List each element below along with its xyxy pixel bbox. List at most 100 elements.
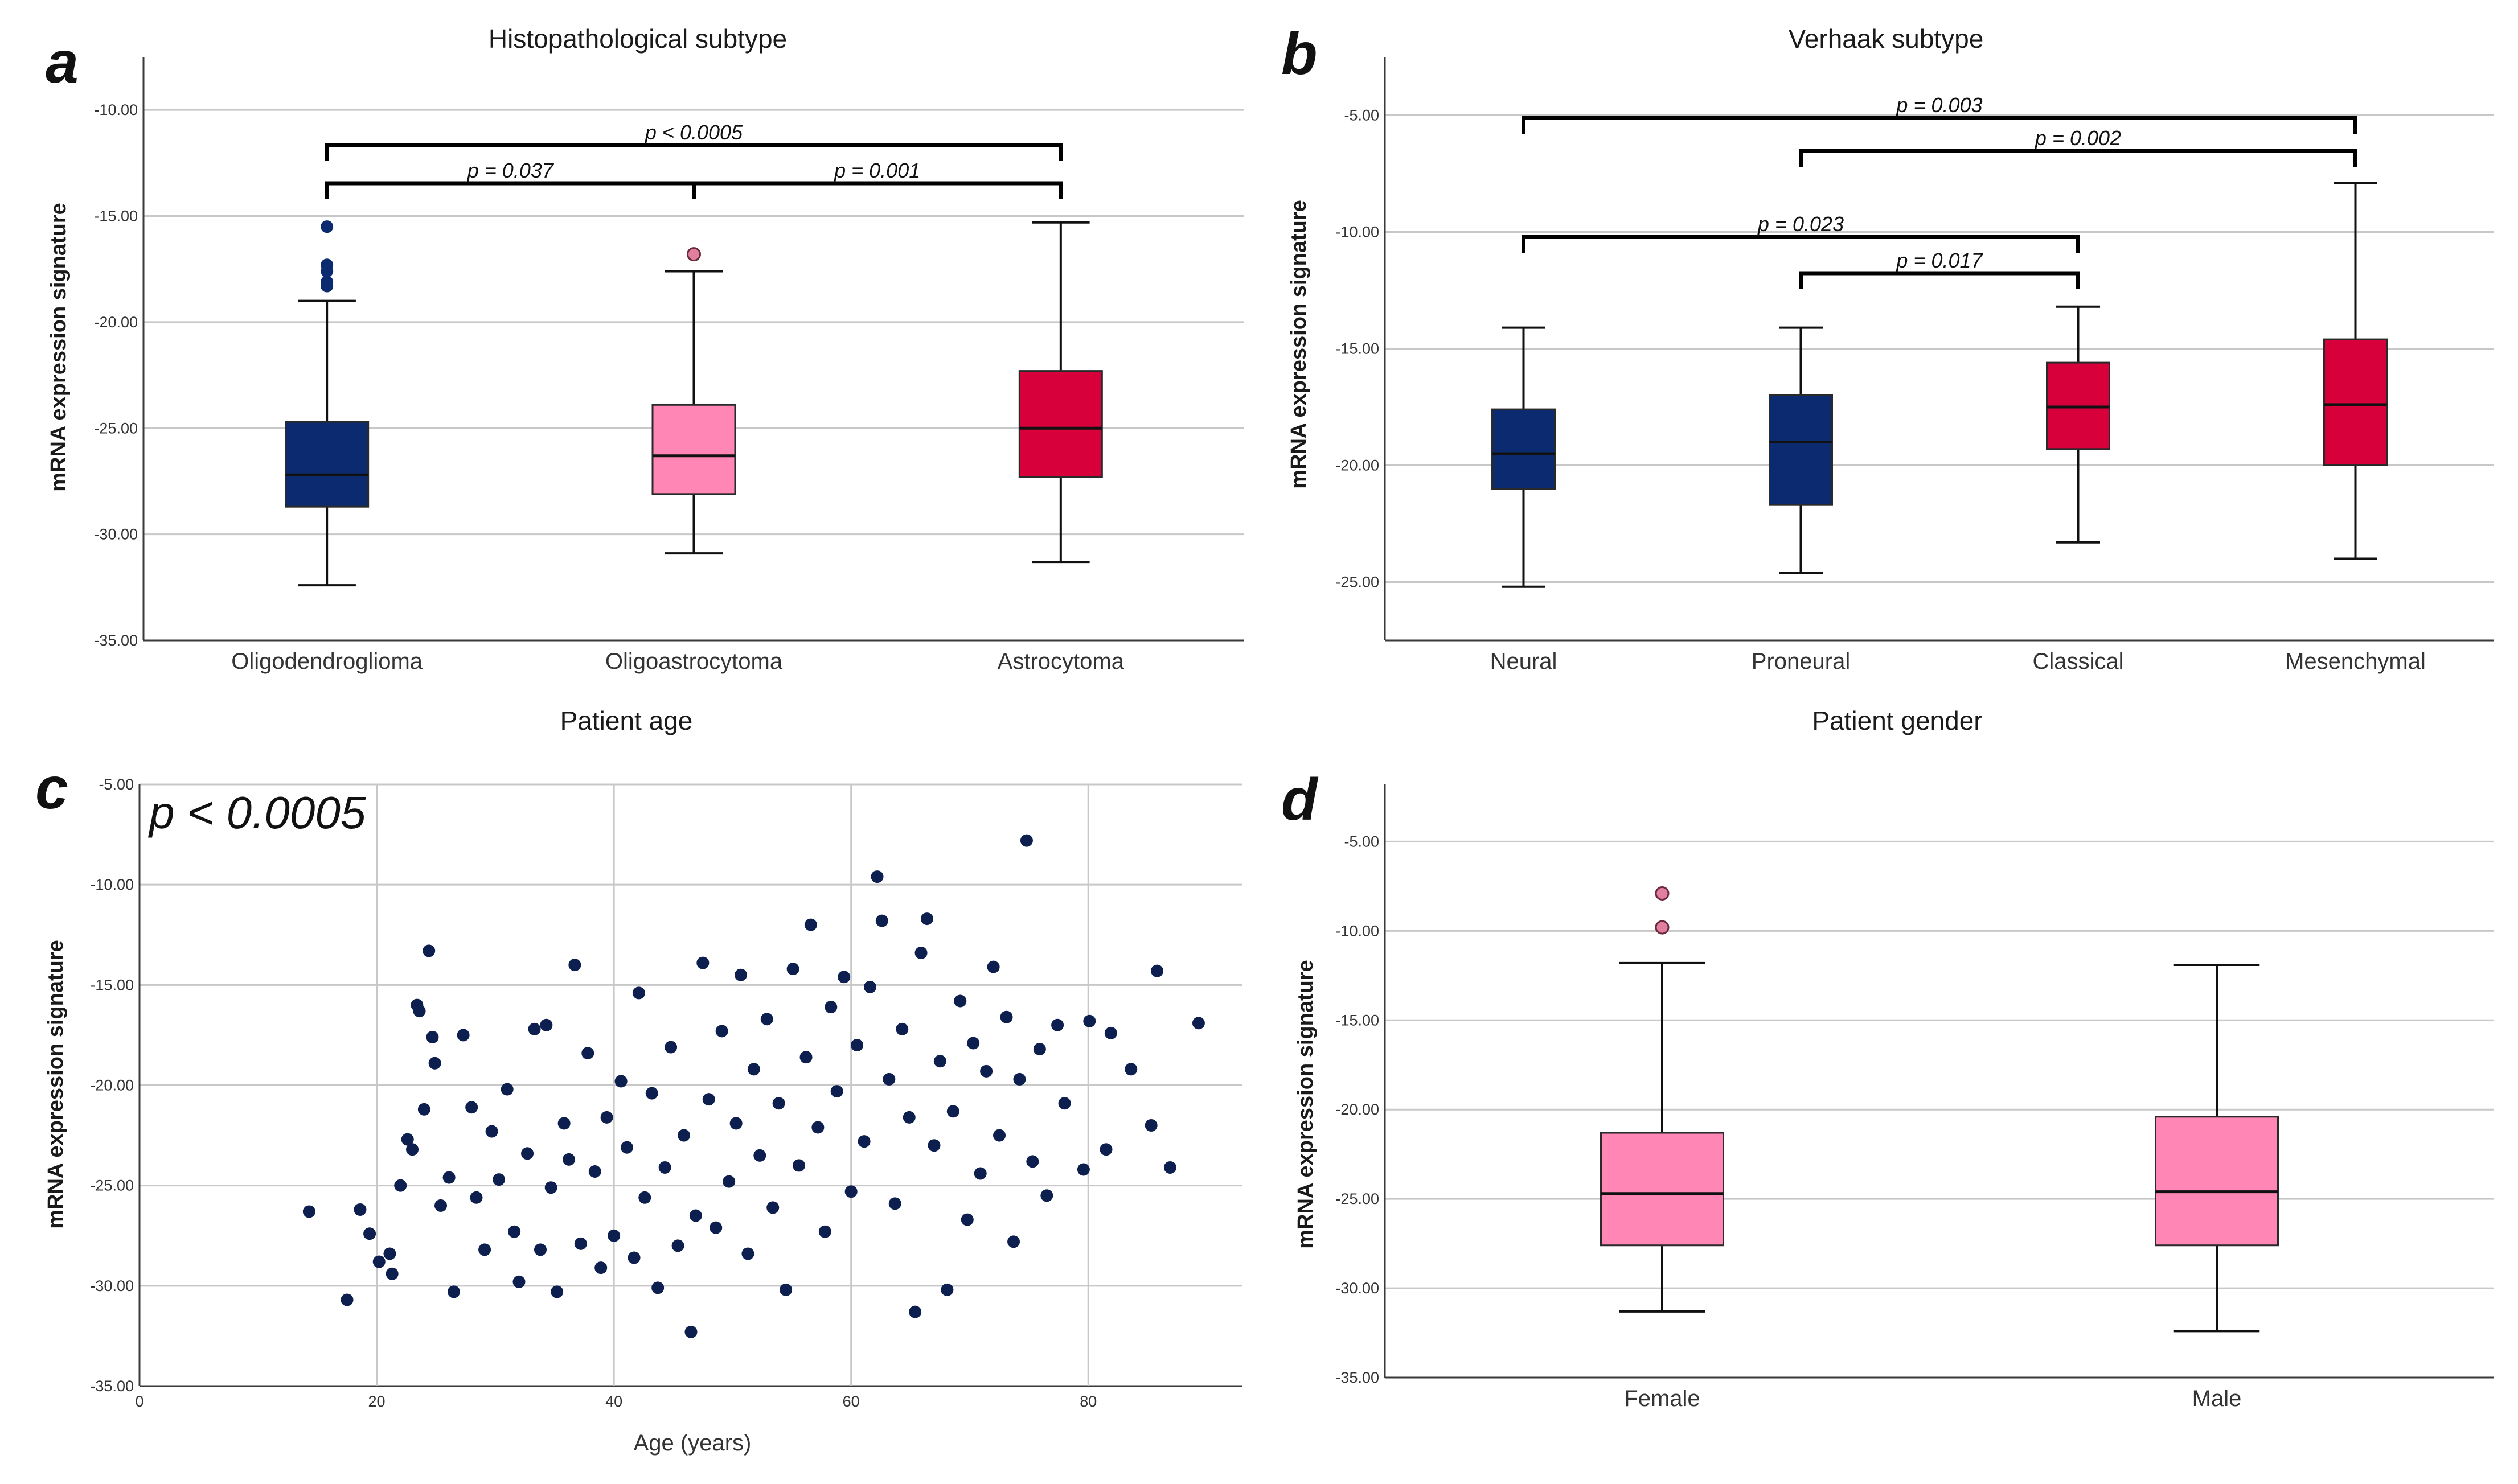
panel-c: c Patient age mRNA expression signature … [35, 706, 1242, 1456]
scatter-point [1040, 1189, 1053, 1202]
scatter-point [665, 1041, 678, 1054]
box-neural [1491, 408, 1556, 490]
y-tick-label: -25.00 [1335, 574, 1379, 591]
scatter-point [747, 1063, 760, 1076]
x-tick-label: Female [1624, 1386, 1700, 1411]
y-tick-label: -30.00 [1335, 1280, 1379, 1297]
scatter-point [457, 1029, 470, 1042]
x-tick-label: Proneural [1752, 649, 1850, 674]
scatter-point [967, 1037, 980, 1050]
scatter-point [386, 1267, 399, 1280]
scatter-point [980, 1064, 993, 1078]
scatter-point [1083, 1014, 1096, 1027]
y-tick-label: -20.00 [94, 314, 138, 331]
panel-b-ylabel: mRNA expression signature [1287, 200, 1311, 489]
scatter-point [501, 1083, 514, 1096]
scatter-point [871, 870, 884, 883]
scatter-point [423, 944, 436, 957]
x-tick-label: 80 [1080, 1393, 1097, 1410]
scatter-point [442, 1171, 456, 1184]
outlier-point [321, 265, 334, 278]
scatter-point [354, 1203, 367, 1216]
scatter-point [1013, 1072, 1026, 1086]
panel-c-title: Patient age [560, 706, 693, 735]
scatter-point [920, 912, 933, 926]
scatter-point [608, 1229, 621, 1242]
scatter-point [858, 1135, 871, 1148]
panel-b-letter: b [1281, 21, 1318, 87]
scatter-point [1125, 1063, 1138, 1076]
y-tick-label: -10.00 [94, 101, 138, 118]
scatter-point [521, 1147, 534, 1160]
scatter-point [760, 1013, 773, 1026]
scatter-point [864, 980, 877, 993]
scatter-point [772, 1097, 785, 1110]
box-oligoastrocytoma [651, 404, 736, 495]
scatter-point [1007, 1235, 1020, 1248]
box-female [1600, 1132, 1724, 1247]
scatter-point [941, 1283, 954, 1296]
y-tick-label: -30.00 [94, 526, 138, 543]
scatter-point [993, 1129, 1006, 1142]
significance-label: p = 0.017 [1896, 249, 1983, 272]
scatter-point [470, 1191, 483, 1204]
significance-label: p = 0.003 [1896, 93, 1982, 117]
scatter-point [651, 1281, 665, 1294]
scatter-point [933, 1055, 946, 1068]
panel-d: d Patient gender mRNA expression signatu… [1281, 706, 2494, 1411]
scatter-point [946, 1105, 959, 1118]
scatter-point [1100, 1143, 1113, 1156]
scatter-point [710, 1221, 723, 1234]
scatter-point [594, 1261, 608, 1275]
y-tick-label: -10.00 [90, 876, 134, 893]
x-tick-label: Oligoastrocytoma [605, 649, 783, 674]
x-tick-label: Male [2192, 1386, 2242, 1411]
scatter-point [447, 1285, 460, 1298]
panel-d-title: Patient gender [1812, 706, 1982, 735]
scatter-point [804, 918, 817, 931]
y-tick-label: -10.00 [1335, 224, 1379, 241]
significance-bracket [1799, 149, 2357, 167]
scatter-point [702, 1093, 715, 1106]
panel-d-ylabel: mRNA expression signature [1294, 960, 1318, 1249]
scatter-point [838, 971, 851, 984]
scatter-point [1026, 1155, 1039, 1168]
scatter-point [434, 1199, 448, 1212]
scatter-point [574, 1237, 587, 1250]
panel-c-xlabel: Age (years) [634, 1430, 752, 1456]
scatter-point [896, 1022, 909, 1035]
scatter-point [689, 1209, 702, 1222]
scatter-point [844, 1185, 858, 1198]
scatter-point [974, 1167, 987, 1180]
x-tick-label: Astrocytoma [998, 649, 1125, 674]
scatter-point [544, 1181, 557, 1194]
significance-bracket [325, 143, 1063, 161]
scatter-point [753, 1149, 766, 1162]
y-tick-label: -5.00 [99, 776, 134, 793]
scatter-point [961, 1213, 974, 1226]
significance-label: p = 0.037 [467, 159, 555, 182]
y-tick-label: -35.00 [1335, 1369, 1379, 1386]
box-astrocytoma [1018, 370, 1103, 478]
scatter-point [413, 1005, 426, 1018]
scatter-point [478, 1243, 491, 1256]
scatter-point [621, 1141, 634, 1154]
panel-c-letter: c [35, 755, 68, 821]
scatter-point [786, 963, 799, 976]
scatter-point [540, 1018, 553, 1031]
panel-a: a Histopathological subtype mRNA express… [46, 24, 1244, 674]
x-tick-label: 60 [843, 1393, 860, 1410]
panel-b-title: Verhaak subtype [1789, 24, 1984, 54]
y-tick-label: -25.00 [94, 420, 138, 437]
x-tick-label: Oligodendroglioma [231, 649, 423, 674]
scatter-point [508, 1225, 521, 1238]
scatter-point [568, 959, 581, 972]
outlier-point [1655, 886, 1670, 901]
scatter-point [614, 1075, 628, 1088]
scatter-point [426, 1030, 439, 1043]
scatter-point [341, 1293, 354, 1306]
significance-bracket [1522, 116, 2357, 134]
scatter-point [818, 1225, 831, 1238]
panel-a-ylabel: mRNA expression signature [47, 203, 71, 492]
scatter-point [987, 960, 1000, 973]
